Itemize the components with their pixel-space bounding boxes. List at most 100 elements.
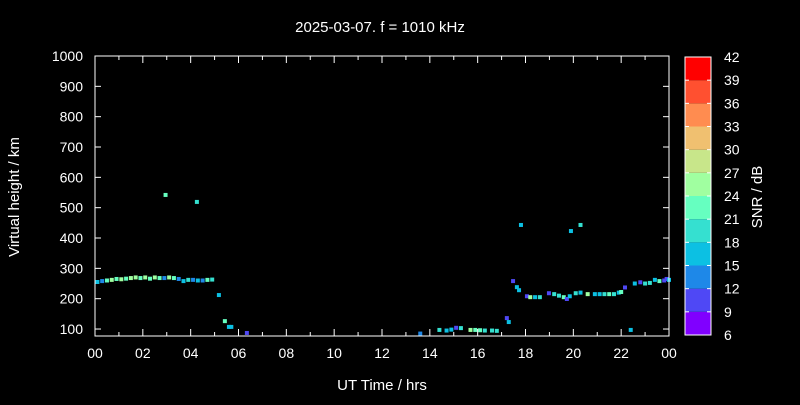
data-point: [561, 295, 566, 300]
data-point: [511, 279, 516, 284]
data-point: [128, 276, 133, 281]
data-point: [473, 327, 478, 332]
x-tick-label: 10: [326, 345, 342, 361]
x-tick-label: 04: [183, 345, 199, 361]
data-point: [458, 326, 463, 331]
colorbar-tick-label: 12: [724, 281, 740, 297]
x-tick-label: 02: [135, 345, 151, 361]
data-point: [468, 327, 473, 332]
data-point: [585, 292, 590, 297]
plot-frame: [94, 55, 670, 337]
data-point: [546, 291, 551, 296]
y-tick-label: 200: [60, 291, 84, 307]
data-point: [138, 276, 143, 281]
data-point: [418, 331, 423, 336]
data-point: [104, 278, 109, 283]
data-point: [504, 316, 509, 321]
data-point: [454, 325, 459, 330]
data-point: [638, 280, 643, 285]
colorbar-bin: [685, 265, 711, 289]
data-point: [602, 292, 607, 297]
data-point: [647, 280, 652, 285]
data-point: [652, 277, 657, 282]
x-tick-label: 16: [470, 345, 486, 361]
data-point: [143, 275, 148, 280]
colorbar-tick-label: 42: [724, 49, 740, 65]
data-point: [657, 279, 662, 284]
data-point: [133, 275, 138, 280]
colorbar-tick-label: 6: [724, 327, 732, 343]
data-point: [573, 291, 578, 296]
y-tick-label: 1000: [52, 48, 83, 64]
y-tick-label: 700: [60, 139, 84, 155]
colorbar-tick-label: 9: [724, 304, 732, 320]
x-axis-label: UT Time / hrs: [337, 377, 427, 394]
data-point: [564, 296, 569, 301]
data-point: [95, 280, 100, 285]
data-point: [643, 281, 648, 286]
x-tick-label: 14: [422, 345, 438, 361]
data-point: [619, 290, 624, 295]
data-point: [611, 292, 616, 297]
data-point: [567, 294, 572, 299]
data-point: [592, 292, 597, 297]
y-tick-label: 400: [60, 230, 84, 246]
data-point: [607, 292, 612, 297]
x-tick-label: 00: [661, 345, 677, 361]
x-tick-label: 00: [87, 345, 103, 361]
colorbar-tick-label: 18: [724, 234, 740, 250]
y-tick-label: 900: [60, 78, 84, 94]
data-point: [514, 285, 519, 290]
colorbar-tick-label: 36: [724, 95, 740, 111]
data-point: [537, 295, 542, 300]
data-point: [210, 277, 215, 282]
data-point: [524, 294, 529, 299]
data-point: [528, 295, 533, 300]
data-point: [478, 328, 483, 333]
data-point: [171, 276, 176, 281]
data-point: [194, 199, 199, 204]
data-point: [244, 330, 249, 335]
data-point: [148, 276, 153, 281]
data-point: [114, 276, 119, 281]
y-tick-label: 100: [60, 321, 84, 337]
colorbar-tick-label: 15: [724, 258, 740, 274]
data-point: [578, 222, 583, 227]
data-point: [494, 328, 499, 333]
y-tick-label: 300: [60, 260, 84, 276]
data-point: [162, 276, 167, 281]
x-tick-label: 20: [566, 345, 582, 361]
colorbar-bin: [685, 311, 711, 335]
colorbar-bin: [685, 196, 711, 220]
colorbar-bin: [685, 288, 711, 312]
colorbar-bin: [685, 103, 711, 127]
colorbar-tick-label: 21: [724, 211, 740, 227]
data-point: [437, 327, 442, 332]
data-point: [622, 285, 627, 290]
data-point: [616, 290, 621, 295]
data-point: [195, 278, 200, 283]
data-point: [552, 292, 557, 297]
colorbar-label: SNR / dB: [749, 166, 766, 229]
data-point: [229, 324, 234, 329]
data-point: [578, 290, 583, 295]
data-point: [444, 328, 449, 333]
data-point: [449, 327, 454, 332]
colorbar-tick-label: 30: [724, 142, 740, 158]
x-tick-label: 22: [613, 345, 629, 361]
data-point: [628, 327, 633, 332]
chart-title: 2025-03-07. f = 1010 kHz: [295, 19, 465, 36]
data-point: [119, 277, 124, 282]
data-point: [191, 277, 196, 282]
data-point: [200, 278, 205, 283]
data-point: [222, 319, 227, 324]
data-point: [216, 293, 221, 298]
data-point: [664, 276, 669, 281]
y-tick-label: 600: [60, 169, 84, 185]
data-point: [632, 281, 637, 286]
colorbar-bin: [685, 219, 711, 243]
y-tick-label: 800: [60, 109, 84, 125]
data-point: [517, 288, 522, 293]
data-point: [518, 222, 523, 227]
